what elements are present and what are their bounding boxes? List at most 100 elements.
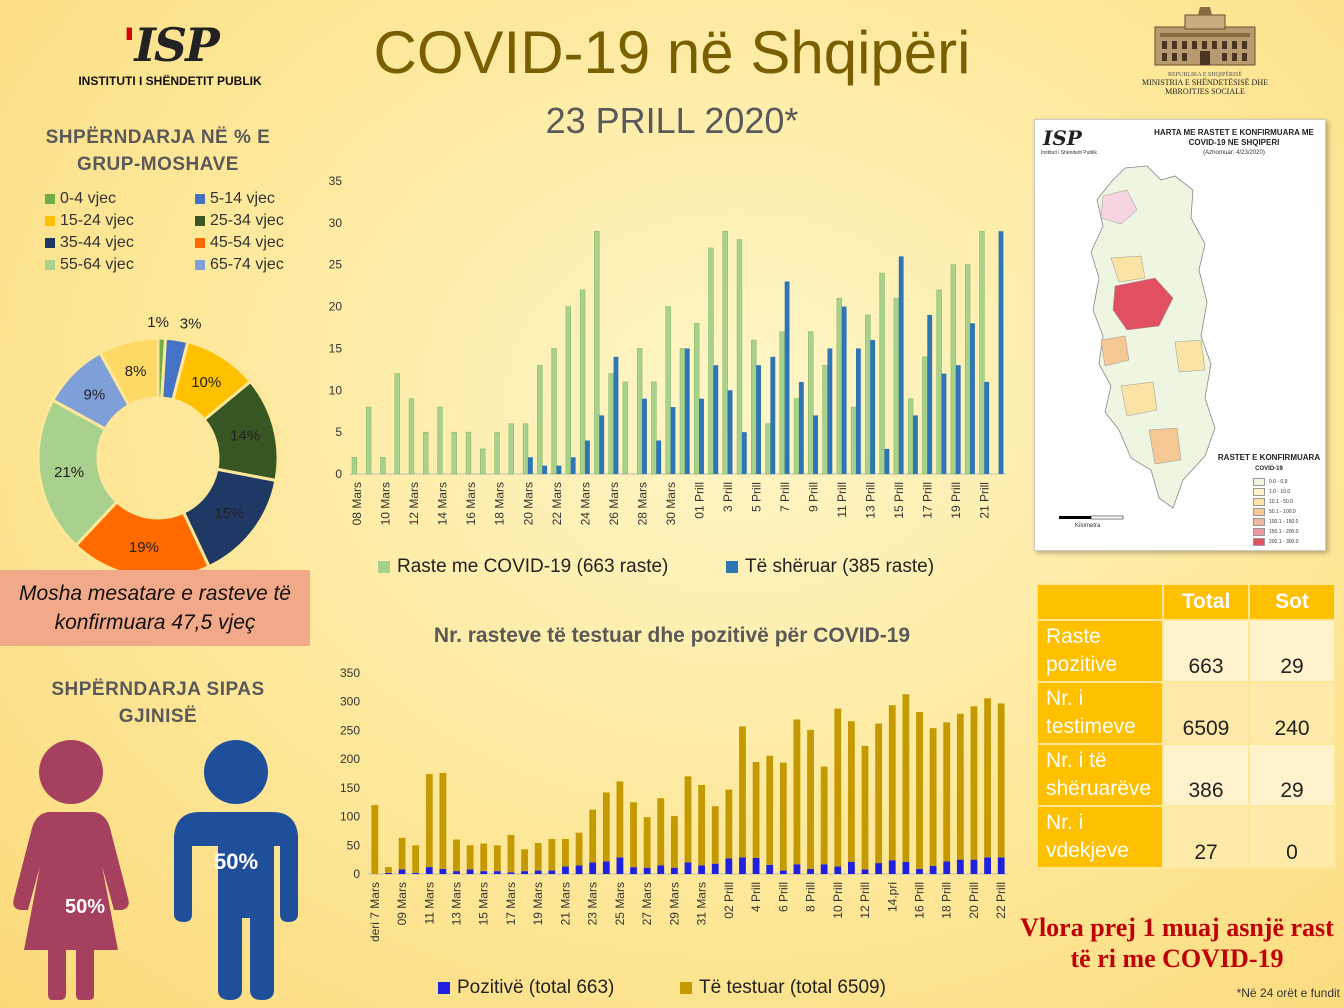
map-legend-label: 10.1 - 50.0	[1269, 499, 1293, 505]
bar	[643, 817, 651, 868]
bar	[670, 407, 676, 474]
x-tick-label: 20 Mars	[521, 482, 535, 525]
bar	[608, 373, 614, 475]
bar	[466, 869, 474, 874]
bar	[997, 703, 1005, 858]
age-legend-item: 25-34 vjec	[195, 212, 305, 230]
legend-label: Të testuar (total 6509)	[699, 977, 886, 998]
bar	[575, 865, 583, 874]
bar	[439, 772, 447, 869]
bar	[480, 871, 488, 874]
bar	[480, 448, 486, 475]
mean-age-box: Mosha mesatare e rasteve të konfirmuara …	[0, 570, 310, 646]
bar	[850, 406, 857, 475]
bar	[879, 272, 885, 475]
bar	[351, 457, 358, 475]
y-tick-label: 10	[329, 383, 343, 397]
bar	[820, 766, 828, 865]
bar	[913, 415, 918, 474]
bar	[875, 863, 883, 874]
bar	[656, 440, 662, 474]
bar	[575, 832, 583, 866]
bar	[657, 798, 665, 866]
map-legend-label: 0.0 - 0.9	[1269, 479, 1288, 485]
bar	[507, 872, 515, 874]
row-total: 27	[1162, 805, 1250, 869]
y-tick-label: 350	[340, 666, 360, 680]
bar	[570, 457, 576, 474]
cases-recovered-chart: 0 5 10 15 20 25 30 35 08 Mars 10 Mars 12 Mars 14 Ma…	[329, 174, 1006, 577]
summary-header-row: Total Sot	[1036, 583, 1336, 621]
x-tick-label: 16 Prill	[912, 882, 926, 919]
x-tick-label: 14.pri	[885, 882, 899, 912]
bar	[579, 289, 586, 475]
x-tick-label: 6 Prill	[776, 882, 790, 912]
x-tick-label: 3 Prill	[721, 482, 735, 512]
bar	[848, 861, 855, 874]
bar	[756, 365, 761, 474]
bar	[922, 356, 928, 475]
bar	[556, 465, 562, 474]
y-tick-label: 200	[340, 752, 360, 766]
bar	[739, 857, 746, 874]
bar	[739, 726, 746, 858]
x-tick-label: 21 Mars	[558, 882, 572, 925]
bar	[997, 857, 1005, 874]
bar	[613, 356, 619, 474]
bar	[698, 784, 706, 866]
x-tick-label: 4 Prill	[749, 882, 763, 912]
bar	[725, 789, 733, 859]
bar	[836, 297, 842, 475]
bar	[779, 870, 787, 874]
table-row: Raste pozitive 663 29	[1036, 619, 1336, 683]
bar	[711, 806, 719, 864]
x-tick-label: 08 Mars	[350, 482, 364, 525]
bar	[698, 865, 706, 874]
bar	[713, 365, 719, 474]
x-tick-label: 5 Prill	[749, 482, 763, 512]
age-legend-item: 55-64 vjec	[45, 256, 195, 274]
y-tick-label: 15	[329, 341, 343, 355]
x-tick-label: 10 Mars	[379, 482, 393, 525]
bar	[599, 415, 605, 474]
bar	[670, 815, 678, 868]
x-tick-label: 28 Mars	[635, 482, 649, 525]
legend-swatch	[726, 561, 738, 573]
isp-logo-mark: 'ISP	[122, 18, 219, 72]
bar	[955, 365, 961, 474]
bar	[943, 722, 951, 862]
bar	[751, 339, 757, 475]
bar	[366, 406, 372, 475]
x-tick-label: 13 Prill	[864, 482, 878, 519]
donut-slice-label: 9%	[84, 386, 106, 403]
legend-label: Raste me COVID-19 (663 raste)	[397, 556, 668, 577]
donut-slice-label: 10%	[191, 374, 221, 391]
report-date: 23 PRILL 2020*	[545, 100, 799, 141]
x-tick-label: 19 Prill	[949, 482, 963, 519]
map-legend-item: 100.1 - 150.0	[1253, 517, 1298, 527]
bar	[875, 723, 883, 864]
bar	[589, 862, 597, 874]
bar	[941, 373, 947, 474]
bar	[636, 348, 643, 475]
bar	[950, 264, 957, 475]
bar	[398, 837, 406, 870]
bar	[766, 755, 774, 865]
legend-label: 45-54 vjec	[210, 234, 284, 251]
bar	[371, 805, 379, 874]
bar	[752, 762, 760, 858]
map-legend-item: 10.1 - 50.0	[1253, 497, 1298, 507]
bar	[798, 381, 804, 474]
table-row: Nr. i vdekjeve 27 0	[1036, 805, 1336, 869]
bar	[412, 845, 420, 873]
tests-chart-title: Nr. rasteve të testuar dhe pozitivë për …	[433, 624, 911, 647]
bar	[394, 373, 400, 475]
x-tick-label: 30 Mars	[664, 482, 678, 525]
bar	[793, 864, 801, 874]
donut-slice	[98, 336, 160, 408]
x-tick-label: 24 Mars	[578, 482, 592, 525]
map-isp-logo: ISP	[1043, 126, 1082, 150]
bar	[970, 859, 978, 874]
x-tick-label: deri 7 Mars	[368, 882, 382, 942]
bar	[861, 869, 869, 874]
